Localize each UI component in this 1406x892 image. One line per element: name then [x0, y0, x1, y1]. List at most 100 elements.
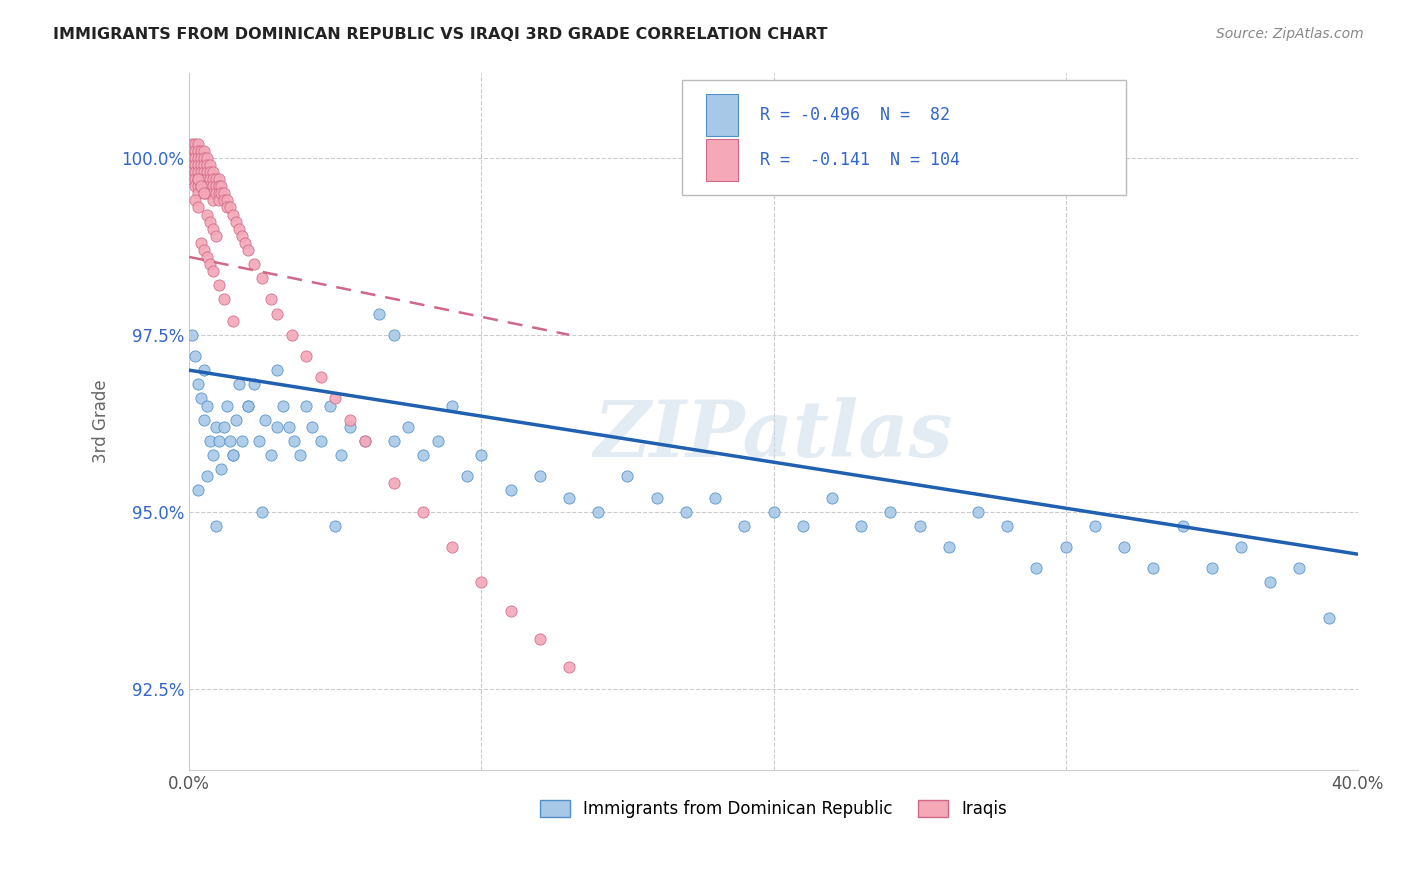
Point — [187, 144, 209, 158]
Point — [181, 136, 204, 151]
Point — [190, 144, 212, 158]
Point — [193, 186, 215, 201]
Point — [198, 186, 221, 201]
Point — [201, 264, 224, 278]
Point — [283, 434, 305, 448]
Point — [558, 660, 581, 674]
Point — [181, 144, 204, 158]
Point — [195, 207, 218, 221]
Point — [499, 604, 522, 618]
Point — [187, 179, 209, 194]
Text: R =  -0.141  N = 104: R = -0.141 N = 104 — [759, 151, 959, 169]
Point — [1142, 561, 1164, 575]
Point — [222, 207, 245, 221]
Point — [233, 235, 256, 250]
Point — [190, 158, 212, 172]
Point — [193, 158, 215, 172]
Point — [295, 349, 318, 363]
Point — [195, 469, 218, 483]
Point — [184, 349, 207, 363]
Point — [201, 448, 224, 462]
Point — [228, 377, 250, 392]
Text: ZIPatlas: ZIPatlas — [593, 397, 953, 474]
Point — [184, 136, 207, 151]
Text: Source: ZipAtlas.com: Source: ZipAtlas.com — [1216, 27, 1364, 41]
Point — [198, 158, 221, 172]
Point — [222, 448, 245, 462]
Point — [252, 271, 274, 285]
Point — [193, 172, 215, 186]
Point — [456, 469, 478, 483]
Point — [195, 186, 218, 201]
Legend: Immigrants from Dominican Republic, Iraqis: Immigrants from Dominican Republic, Iraq… — [533, 793, 1014, 824]
Point — [201, 221, 224, 235]
Point — [616, 469, 638, 483]
Point — [187, 186, 209, 201]
Text: IMMIGRANTS FROM DOMINICAN REPUBLIC VS IRAQI 3RD GRADE CORRELATION CHART: IMMIGRANTS FROM DOMINICAN REPUBLIC VS IR… — [53, 27, 828, 42]
Point — [209, 186, 232, 201]
Point — [762, 505, 785, 519]
Point — [204, 419, 226, 434]
Point — [470, 575, 492, 590]
Point — [184, 165, 207, 179]
Point — [187, 483, 209, 498]
Point — [301, 419, 323, 434]
Point — [260, 448, 283, 462]
Point — [190, 165, 212, 179]
Point — [204, 172, 226, 186]
Point — [219, 201, 242, 215]
Point — [201, 165, 224, 179]
Point — [412, 448, 434, 462]
Point — [266, 419, 288, 434]
Point — [271, 399, 294, 413]
Point — [704, 491, 727, 505]
Point — [908, 519, 931, 533]
Point — [193, 179, 215, 194]
Point — [499, 483, 522, 498]
Point — [792, 519, 814, 533]
Point — [198, 179, 221, 194]
Point — [190, 179, 212, 194]
Point — [195, 165, 218, 179]
Point — [184, 144, 207, 158]
Point — [193, 144, 215, 158]
Point — [330, 448, 353, 462]
Point — [207, 179, 229, 194]
Point — [675, 505, 697, 519]
Point — [201, 194, 224, 208]
Point — [214, 186, 236, 201]
Point — [558, 491, 581, 505]
Point — [193, 363, 215, 377]
Point — [184, 158, 207, 172]
Point — [412, 505, 434, 519]
Point — [938, 540, 960, 554]
Point — [190, 172, 212, 186]
Point — [184, 194, 207, 208]
Point — [207, 278, 229, 293]
Point — [1201, 561, 1223, 575]
Point — [193, 413, 215, 427]
Point — [396, 419, 419, 434]
Point — [325, 519, 347, 533]
Point — [242, 257, 264, 271]
Point — [821, 491, 844, 505]
Point — [1258, 575, 1281, 590]
Point — [217, 201, 239, 215]
Point — [204, 519, 226, 533]
Point — [382, 327, 405, 342]
Point — [353, 434, 375, 448]
Point — [195, 179, 218, 194]
Point — [225, 214, 247, 228]
Point — [879, 505, 901, 519]
Point — [184, 172, 207, 186]
Text: R = -0.496  N =  82: R = -0.496 N = 82 — [759, 106, 949, 124]
Point — [195, 151, 218, 165]
Point — [214, 419, 236, 434]
Point — [249, 434, 271, 448]
Point — [645, 491, 668, 505]
Point — [1317, 611, 1340, 625]
Point — [190, 151, 212, 165]
Point — [339, 413, 361, 427]
Point — [309, 370, 332, 384]
Point — [190, 235, 212, 250]
